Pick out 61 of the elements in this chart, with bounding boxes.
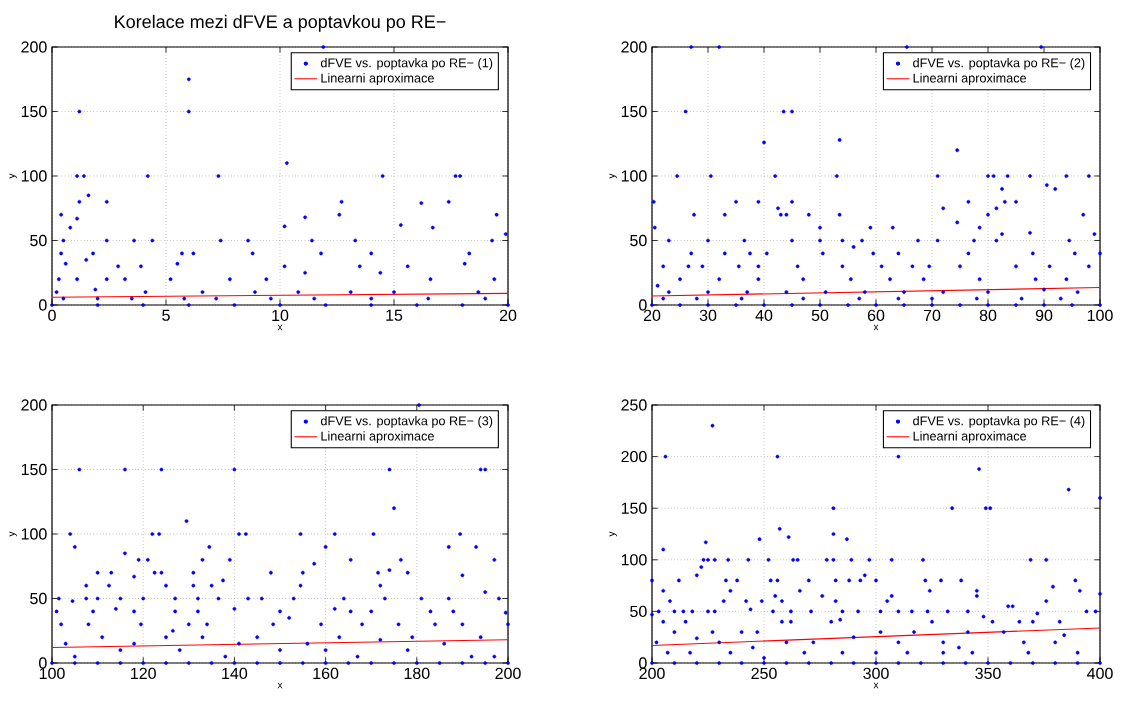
x-tick-label: 250 [751, 667, 777, 680]
x-tick-label: 200 [495, 667, 521, 680]
x-tick-label: 15 [386, 309, 403, 321]
x-axis-title: x [873, 682, 879, 689]
legend-label: Linearni aproximace [913, 73, 1027, 86]
y-tick-label: 50 [30, 592, 47, 605]
y-tick-label: 200 [21, 399, 47, 411]
y-axis-title: y [9, 531, 17, 537]
y-tick-label: 200 [621, 450, 647, 463]
y-tick-label: 0 [639, 299, 647, 311]
legend-label: Linearni aproximace [321, 73, 434, 86]
y-tick-label: 150 [621, 502, 647, 514]
y-tick-label: 100 [21, 170, 47, 182]
y-tick-label: 0 [639, 657, 647, 669]
x-axis-title: x [873, 324, 879, 331]
legend-label: dFVE vs. poptavka po RE− (2) [913, 58, 1085, 70]
y-tick-label: 150 [21, 463, 47, 476]
legend-label: dFVE vs. poptavka po RE− (1) [320, 58, 493, 70]
x-tick-label: 0 [48, 309, 56, 322]
y-tick-label: 100 [21, 528, 47, 540]
x-tick-label: 10 [272, 309, 289, 322]
legend-label: Linearni aproximace [321, 431, 434, 444]
x-axis-title: x [277, 324, 283, 331]
chart-title: Korelace mezi dFVE a poptavkou po RE− [115, 14, 446, 32]
y-axis-title: y [9, 173, 17, 179]
x-tick-label: 5 [162, 309, 170, 321]
y-tick-label: 150 [621, 105, 647, 118]
x-tick-label: 140 [222, 667, 248, 680]
x-axis-title: x [277, 682, 283, 689]
x-tick-label: 50 [811, 309, 829, 322]
y-tick-label: 250 [621, 399, 647, 411]
x-tick-label: 20 [643, 309, 661, 322]
legend-label: Linearni aproximace [913, 431, 1027, 444]
x-tick-label: 400 [1087, 667, 1113, 680]
x-tick-label: 350 [975, 667, 1001, 680]
y-axis-title: y [609, 173, 617, 179]
y-tick-label: 50 [630, 605, 647, 618]
x-tick-label: 90 [1035, 309, 1053, 322]
y-tick-label: 0 [39, 657, 47, 669]
x-tick-label: 70 [923, 309, 941, 322]
y-tick-label: 200 [21, 41, 47, 53]
x-tick-label: 160 [313, 667, 339, 680]
y-tick-label: 100 [621, 554, 647, 566]
x-tick-label: 30 [699, 309, 717, 322]
y-axis-title: y [609, 531, 617, 537]
y-tick-label: 200 [621, 41, 647, 53]
y-tick-label: 0 [39, 299, 47, 311]
legend-label: dFVE vs. poptavka po RE− (3) [320, 416, 493, 428]
x-tick-label: 300 [863, 667, 889, 680]
legend-label: dFVE vs. poptavka po RE− (4) [913, 416, 1085, 428]
x-tick-label: 60 [867, 309, 885, 322]
x-tick-label: 40 [755, 309, 773, 322]
x-tick-label: 80 [979, 309, 997, 322]
y-tick-label: 100 [621, 170, 647, 182]
x-tick-label: 100 [1087, 309, 1113, 322]
x-tick-label: 20 [499, 309, 517, 322]
x-tick-label: 120 [131, 667, 156, 680]
y-tick-label: 50 [30, 234, 47, 247]
y-tick-label: 150 [21, 105, 47, 118]
y-tick-label: 50 [630, 234, 647, 247]
x-tick-label: 180 [404, 667, 430, 680]
